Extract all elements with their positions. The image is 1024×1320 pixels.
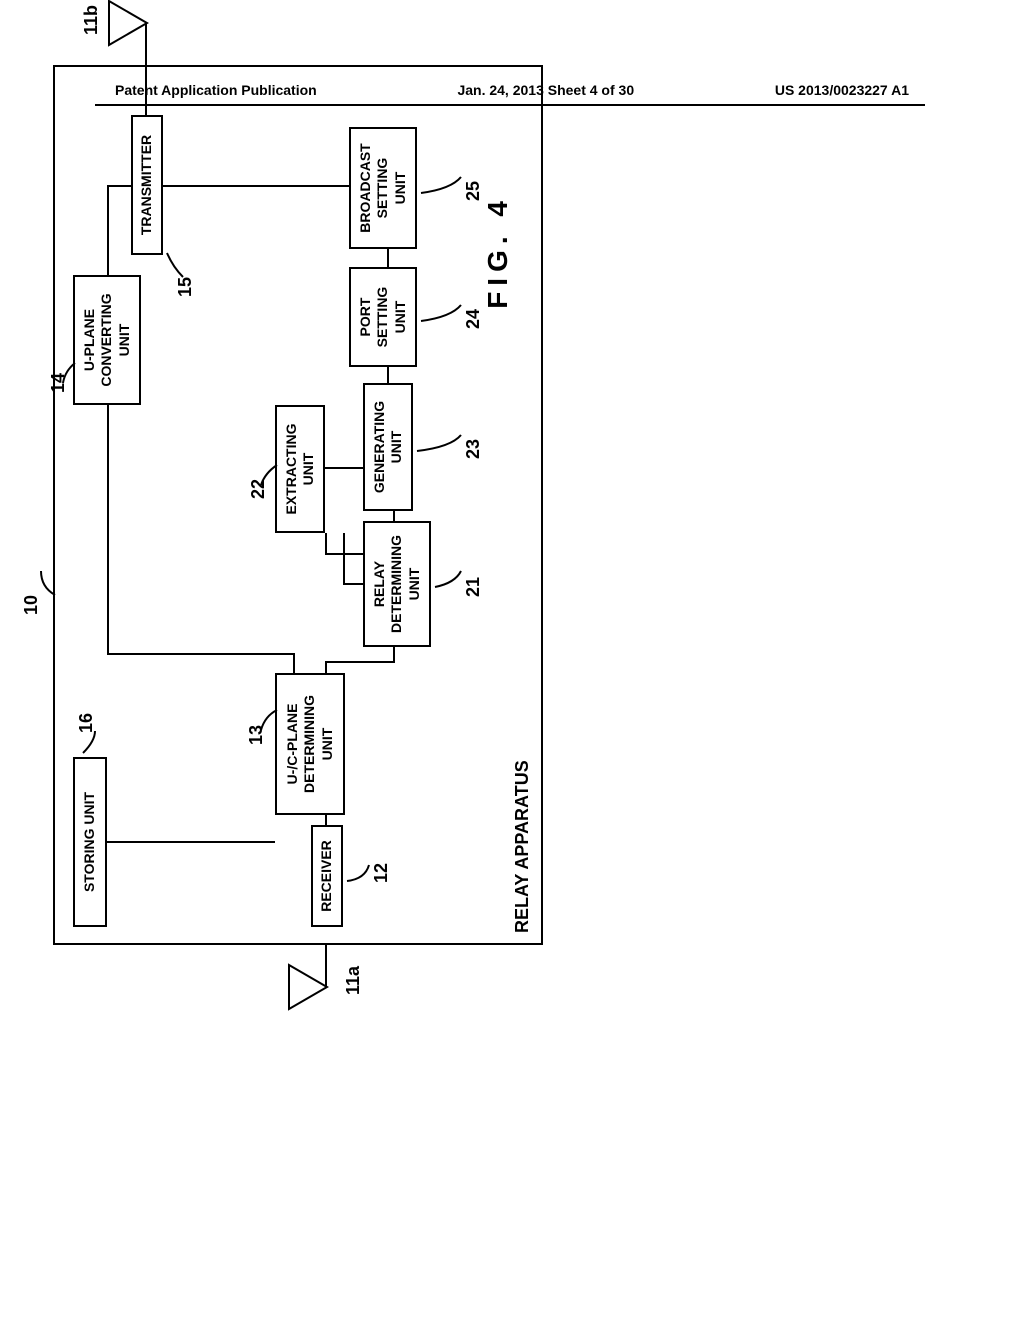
port-label: PORT SETTING UNIT [357, 287, 410, 348]
receiver-label: RECEIVER [318, 840, 336, 912]
broadcast-label: BROADCAST SETTING UNIT [357, 143, 410, 232]
conn-receiver-ucplane [325, 815, 327, 825]
relay-det-label: RELAY DETERMINING UNIT [371, 535, 424, 633]
generating-box: GENERATING UNIT [363, 383, 413, 511]
transmitter-label: TRANSMITTER [138, 135, 156, 235]
uc-plane-box: U-/C-PLANE DETERMINING UNIT [275, 673, 345, 815]
conn-port-bcast [387, 249, 389, 267]
relay-apparatus-label: RELAY APPARATUS [512, 760, 533, 933]
diagram: FIG. 4 11a 11b RELAY APPARATUS 10 STORIN… [0, 325, 1023, 1005]
conn-relay-ext-v [325, 553, 363, 555]
header-right: US 2013/0023227 A1 [775, 82, 909, 98]
uplane-conv-box: U-PLANE CONVERTING UNIT [73, 275, 141, 405]
conn-ext-gen [325, 467, 363, 469]
conn-uc-relay3 [393, 647, 395, 663]
leader-14 [61, 361, 82, 385]
conn-uc-relay2 [325, 661, 395, 663]
generating-label: GENERATING UNIT [371, 401, 406, 493]
transmitter-num: 15 [175, 277, 196, 297]
conn-relay-gen [393, 511, 395, 521]
antenna-left-label: 11a [343, 966, 364, 995]
conn-gen-port [387, 367, 389, 383]
transmitter-box: TRANSMITTER [131, 115, 163, 255]
conn-relay-ext2 [343, 533, 345, 585]
leader-22 [259, 463, 284, 487]
leader-13 [259, 708, 284, 732]
antenna-right-label: 11b [81, 5, 102, 35]
leader-21 [433, 567, 468, 589]
storing-unit-box: STORING UNIT [73, 757, 107, 927]
conn-storing-ucplane [107, 841, 275, 843]
antenna-right-wire [145, 22, 147, 65]
port-box: PORT SETTING UNIT [349, 267, 417, 367]
leader-10 [39, 567, 64, 597]
conn-upconv-tx1 [107, 185, 109, 275]
extracting-label: EXTRACTING UNIT [283, 424, 318, 515]
leader-23 [415, 431, 468, 453]
receiver-box: RECEIVER [311, 825, 343, 927]
conn-relay-ext1 [343, 583, 363, 585]
leader-24 [419, 301, 468, 323]
leader-12 [345, 861, 376, 883]
leader-16 [81, 729, 104, 755]
container-num: 10 [21, 595, 42, 615]
storing-unit-label: STORING UNIT [81, 792, 99, 892]
conn-uc-up3 [107, 405, 109, 655]
conn-bcast-tx [163, 185, 349, 187]
conn-uc-up2 [107, 653, 295, 655]
conn-uc-up1 [293, 653, 295, 673]
conn-relay-ext-h [325, 533, 327, 555]
broadcast-box: BROADCAST SETTING UNIT [349, 127, 417, 249]
relay-det-box: RELAY DETERMINING UNIT [363, 521, 431, 647]
leader-15 [165, 251, 190, 279]
conn-upconv-tx2 [107, 185, 131, 187]
leader-25 [419, 173, 468, 195]
uplane-conv-label: U-PLANE CONVERTING UNIT [81, 293, 134, 386]
antenna-left-wire [325, 945, 327, 988]
conn-tx-out [145, 65, 147, 115]
uc-plane-label: U-/C-PLANE DETERMINING UNIT [284, 695, 337, 793]
